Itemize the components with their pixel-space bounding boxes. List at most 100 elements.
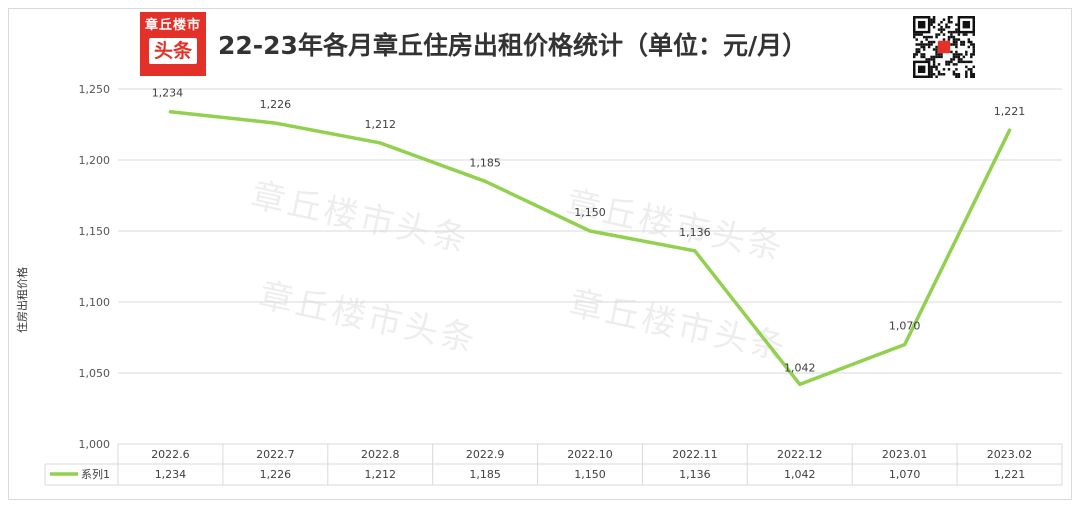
qr-module: [955, 73, 958, 76]
qr-module: [960, 40, 963, 44]
qr-module: [915, 43, 918, 46]
data-labels: 1,234 1,226 1,212 1,185 1,150 1,136 1,042 1,070…: [152, 87, 1026, 375]
gridlines: [118, 88, 1062, 445]
y-tick-label: 1,150: [79, 225, 111, 238]
qr-module: [955, 50, 958, 54]
qr-module: [932, 73, 936, 76]
qr-module: [955, 55, 958, 59]
x-tick-label: 2022.12: [777, 448, 823, 461]
x-tick-label: 2022.6: [151, 448, 190, 461]
qr-module: [942, 38, 946, 41]
qr-module: [940, 30, 943, 34]
qr-module: [927, 35, 931, 39]
x-tick-label: 2023.01: [882, 448, 928, 461]
qr-module: [925, 43, 928, 46]
qr-module: [965, 75, 968, 78]
qr-module: [917, 33, 921, 36]
table-value-cell: 1,185: [469, 468, 501, 481]
qr-module: [970, 68, 973, 71]
chart-frame: [8, 8, 1072, 500]
qr-module: [935, 48, 938, 51]
qr-module: [957, 60, 961, 64]
data-label: 1,070: [889, 320, 921, 333]
qr-finder-core: [962, 20, 971, 29]
qr-module: [972, 53, 975, 56]
qr-module: [932, 65, 936, 69]
qr-module: [970, 43, 973, 46]
qr-module: [925, 58, 928, 61]
qr-module: [932, 55, 936, 59]
qr-module: [930, 18, 933, 21]
qr-module: [972, 45, 975, 49]
data-label: 1,234: [152, 87, 184, 100]
qr-module: [950, 30, 953, 34]
qr-module: [962, 43, 966, 46]
y-tick-label: 1,100: [79, 296, 111, 309]
qr-module: [930, 75, 933, 78]
qr-module: [967, 45, 971, 49]
qr-finder-core: [917, 65, 926, 74]
y-tick-label: 1,250: [79, 83, 111, 96]
qr-module: [937, 23, 941, 26]
qr-module: [935, 35, 938, 39]
qr-module: [955, 40, 958, 44]
qr-module: [935, 50, 938, 54]
qr-module: [922, 48, 926, 51]
qr-module: [955, 75, 958, 78]
x-tick-label: 2022.11: [672, 448, 718, 461]
qr-module: [965, 73, 968, 76]
qr-module: [950, 33, 953, 36]
logo-line1: 章丘楼市: [144, 18, 201, 33]
qr-module: [955, 68, 958, 71]
qr-module: [950, 60, 953, 64]
qr-module: [952, 30, 956, 34]
series-line: [168, 109, 1012, 387]
qr-module: [945, 23, 948, 26]
qr-module: [965, 70, 968, 74]
qr-module: [937, 28, 941, 31]
brand-logo: 章丘楼市 头条: [140, 12, 206, 76]
qr-module: [947, 35, 951, 39]
qr-module: [932, 58, 936, 61]
qr-module: [920, 45, 923, 49]
qr-module: [965, 53, 968, 56]
qr-module: [940, 28, 943, 31]
qr-module: [972, 73, 975, 76]
table-value-cell: 1,226: [260, 468, 292, 481]
qr-module: [937, 70, 941, 74]
qr-module: [960, 58, 963, 61]
qr-module: [932, 18, 936, 21]
qr-module: [930, 40, 933, 44]
qr-module: [930, 65, 933, 69]
qr-module: [940, 55, 943, 59]
qr-module: [942, 68, 946, 71]
qr-module: [955, 43, 958, 46]
qr-module: [937, 33, 941, 36]
data-label: 1,136: [679, 226, 711, 239]
qr-module: [972, 43, 975, 46]
qr-module: [937, 63, 941, 66]
qr-module: [950, 35, 953, 39]
qr-module: [930, 68, 933, 71]
y-tick-label: 1,200: [79, 154, 111, 167]
qr-module: [972, 75, 975, 78]
table-value-cell: 1,042: [784, 468, 816, 481]
qr-module: [917, 48, 921, 51]
legend-series-name: 系列1: [81, 467, 110, 481]
qr-center-logo: [937, 40, 951, 54]
qr-code-icon: [913, 16, 975, 78]
qr-module: [927, 43, 931, 46]
qr-module: [935, 53, 938, 56]
qr-module: [913, 33, 916, 36]
qr-module: [970, 53, 973, 56]
qr-module: [960, 60, 963, 64]
qr-module: [925, 38, 928, 41]
qr-module: [932, 63, 936, 66]
qr-module: [917, 50, 921, 54]
qr-module: [947, 63, 951, 66]
qr-module: [930, 23, 933, 26]
qr-module: [932, 20, 936, 24]
qr-module: [930, 35, 933, 39]
qr-module: [950, 43, 953, 46]
qr-module: [970, 55, 973, 59]
